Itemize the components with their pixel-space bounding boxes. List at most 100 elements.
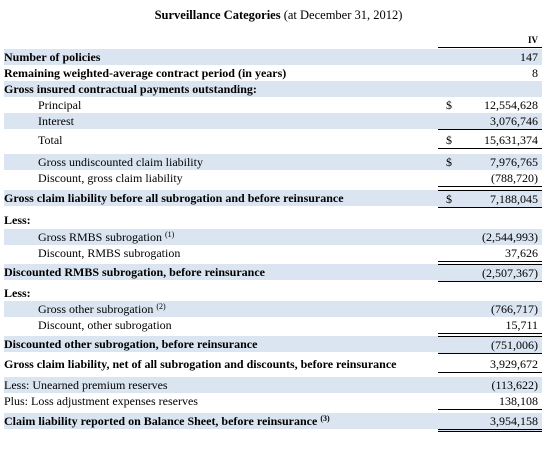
row-label: Less: Unearned premium reserves (4, 377, 438, 393)
row-label: Gross undiscounted claim liability (4, 154, 438, 170)
footnote-marker: (3) (320, 414, 330, 423)
row-label: Remaining weighted-average contract peri… (4, 65, 438, 81)
value-cell: 37,626 (438, 245, 542, 262)
row-value: 15,631,374 (484, 133, 538, 147)
row-value: (113,622) (491, 378, 538, 392)
row-label: Gross RMBS subrogation (1) (4, 229, 438, 245)
row-label: Number of policies (4, 49, 438, 65)
currency-symbol: $ (446, 155, 452, 169)
currency-symbol: $ (446, 98, 452, 112)
row-value: 3,929,672 (490, 357, 538, 371)
table-row: Discounted other subrogation, before rei… (0, 336, 557, 354)
row-label-text: Total (38, 133, 63, 147)
row-label-text: Plus: Loss adjustment expenses reserves (4, 394, 198, 408)
row-label-text: Discounted RMBS subrogation, before rein… (4, 265, 266, 279)
table-row: Principal $12,554,628 (0, 97, 557, 113)
value-cell: 8 (438, 65, 542, 81)
row-label: Discount, gross claim liability (4, 170, 438, 186)
row-label-text: Gross other subrogation (38, 302, 154, 316)
row-value: (766,717) (491, 302, 538, 316)
row-label-text: Interest (38, 114, 74, 128)
row-label: Gross claim liability before all subroga… (4, 190, 438, 206)
table-row: Gross insured contractual payments outst… (0, 81, 557, 97)
row-value: (751,006) (491, 338, 538, 352)
table-row: Total $15,631,374 (0, 132, 557, 149)
row-label-text: Claim liability reported on Balance Shee… (4, 414, 318, 428)
row-label: Plus: Loss adjustment expenses reserves (4, 393, 438, 409)
value-cell: $7,188,045 (438, 190, 542, 208)
row-label: Claim liability reported on Balance Shee… (4, 413, 438, 429)
row-label: Interest (4, 113, 438, 129)
value-cell: 15,711 (438, 317, 542, 334)
row-label: Gross other subrogation (2) (4, 301, 438, 317)
row-value: 12,554,628 (484, 98, 538, 112)
row-label: Gross insured contractual payments outst… (4, 81, 438, 97)
table-row: Discount, gross claim liability (788,720) (0, 170, 557, 187)
row-label: Discounted other subrogation, before rei… (4, 336, 438, 352)
value-cell: (766,717) (438, 301, 542, 317)
row-label: Discount, RMBS subrogation (4, 245, 438, 261)
row-label: Discounted RMBS subrogation, before rein… (4, 264, 438, 280)
table-row: Gross other subrogation (2) (766,717) (0, 301, 557, 317)
value-cell: 3,076,746 (438, 113, 542, 130)
value-cell: $15,631,374 (438, 132, 542, 149)
value-cell (438, 285, 542, 301)
value-cell (438, 212, 542, 228)
footnote-marker: (2) (156, 302, 166, 311)
table-row: Interest 3,076,746 (0, 113, 557, 130)
row-value: 3,954,158 (490, 414, 538, 428)
row-label-text: Remaining weighted-average contract peri… (4, 66, 287, 80)
table-title-main: Surveillance Categories (154, 8, 281, 22)
row-label: Principal (4, 97, 438, 113)
row-value: 3,076,746 (490, 114, 538, 128)
value-cell: (788,720) (438, 170, 542, 187)
row-label-text: Discount, other subrogation (38, 318, 172, 332)
row-label-text: Less: (4, 213, 31, 227)
row-value: (2,544,993) (482, 230, 538, 244)
row-value: 8 (532, 66, 538, 80)
table-row: Less: (0, 285, 557, 301)
row-label: Total (4, 132, 438, 148)
table-row: Discounted RMBS subrogation, before rein… (0, 264, 557, 282)
table-row: Discount, RMBS subrogation 37,626 (0, 245, 557, 262)
row-label-text: Discount, RMBS subrogation (38, 246, 181, 260)
table-row: Gross claim liability, net of all subrog… (0, 356, 557, 373)
row-label: Discount, other subrogation (4, 317, 438, 333)
value-cell: 3,929,672 (438, 356, 542, 373)
row-label-text: Less: Unearned premium reserves (4, 378, 168, 392)
value-cell: 147 (438, 49, 542, 65)
row-value: 15,711 (505, 318, 538, 332)
row-label: Less: (4, 285, 438, 301)
row-value: (788,720) (491, 171, 538, 185)
row-label-text: Less: (4, 286, 31, 300)
value-cell: (2,507,367) (438, 264, 542, 282)
value-cell: 3,954,158 (438, 413, 542, 432)
table-row: Discount, other subrogation 15,711 (0, 317, 557, 334)
table-row: Remaining weighted-average contract peri… (0, 65, 557, 81)
row-label-text: Gross claim liability, net of all subrog… (4, 357, 397, 371)
value-cell: (113,622) (438, 377, 542, 393)
row-label-text: Gross RMBS subrogation (38, 230, 163, 244)
value-cell: 138,108 (438, 393, 542, 410)
table-row: Plus: Loss adjustment expenses reserves 1… (0, 393, 557, 410)
table-row: Claim liability reported on Balance Shee… (0, 413, 557, 432)
row-label-text: Discounted other subrogation, before rei… (4, 337, 258, 351)
row-value: (2,507,367) (482, 266, 538, 280)
table-title: Surveillance Categories (at December 31,… (0, 8, 557, 23)
table-title-date: (at December 31, 2012) (280, 8, 403, 22)
row-value: 138,108 (499, 394, 538, 408)
row-value: 147 (520, 50, 538, 64)
row-label: Less: (4, 212, 438, 228)
footnote-marker: (1) (165, 230, 175, 239)
table-row: Less: (0, 212, 557, 228)
row-label: Gross claim liability, net of all subrog… (4, 356, 438, 372)
row-label-text: Gross undiscounted claim liability (38, 155, 203, 169)
row-value: 7,976,765 (490, 155, 538, 169)
row-label-text: Principal (38, 98, 82, 112)
table-row: Number of policies 147 (0, 49, 557, 65)
row-label-text: Discount, gross claim liability (38, 171, 183, 185)
row-label-text: Number of policies (4, 50, 101, 64)
row-label-text: Gross insured contractual payments outst… (4, 82, 257, 96)
table-row: Less: Unearned premium reserves (113,622) (0, 377, 557, 393)
value-cell: (2,544,993) (438, 229, 542, 245)
